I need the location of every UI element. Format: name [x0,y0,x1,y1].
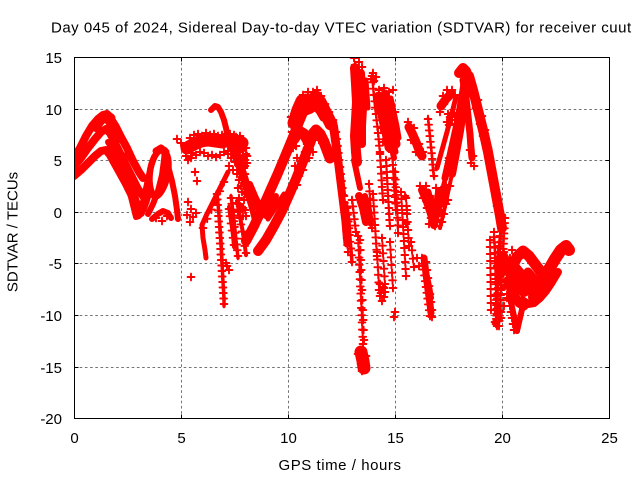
svg-text:-15: -15 [40,360,62,377]
svg-text:0: 0 [54,205,62,222]
svg-text:5: 5 [177,430,185,447]
svg-text:-20: -20 [40,411,62,428]
svg-text:5: 5 [54,153,62,170]
svg-text:25: 25 [601,430,618,447]
svg-text:SDTVAR / TECUs: SDTVAR / TECUs [5,172,22,292]
svg-text:20: 20 [494,430,511,447]
svg-text:15: 15 [45,50,62,67]
svg-text:0: 0 [70,430,78,447]
svg-text:GPS time / hours: GPS time / hours [278,457,401,474]
svg-text:15: 15 [387,430,404,447]
svg-text:10: 10 [45,102,62,119]
svg-text:-5: -5 [49,256,62,273]
svg-text:10: 10 [280,430,297,447]
svg-text:-10: -10 [40,308,62,325]
svg-text:Day 045 of 2024, Sidereal Day-: Day 045 of 2024, Sidereal Day-to-day VTE… [51,20,632,37]
